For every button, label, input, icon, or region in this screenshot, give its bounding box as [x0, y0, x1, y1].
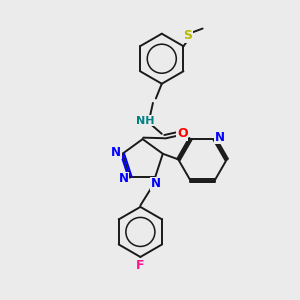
Text: N: N [119, 172, 129, 185]
Text: NH: NH [136, 116, 155, 126]
Text: F: F [136, 259, 145, 272]
Text: N: N [215, 131, 225, 144]
Text: N: N [111, 146, 121, 159]
Text: O: O [177, 127, 188, 140]
Text: S: S [183, 29, 192, 42]
Text: N: N [151, 177, 161, 190]
